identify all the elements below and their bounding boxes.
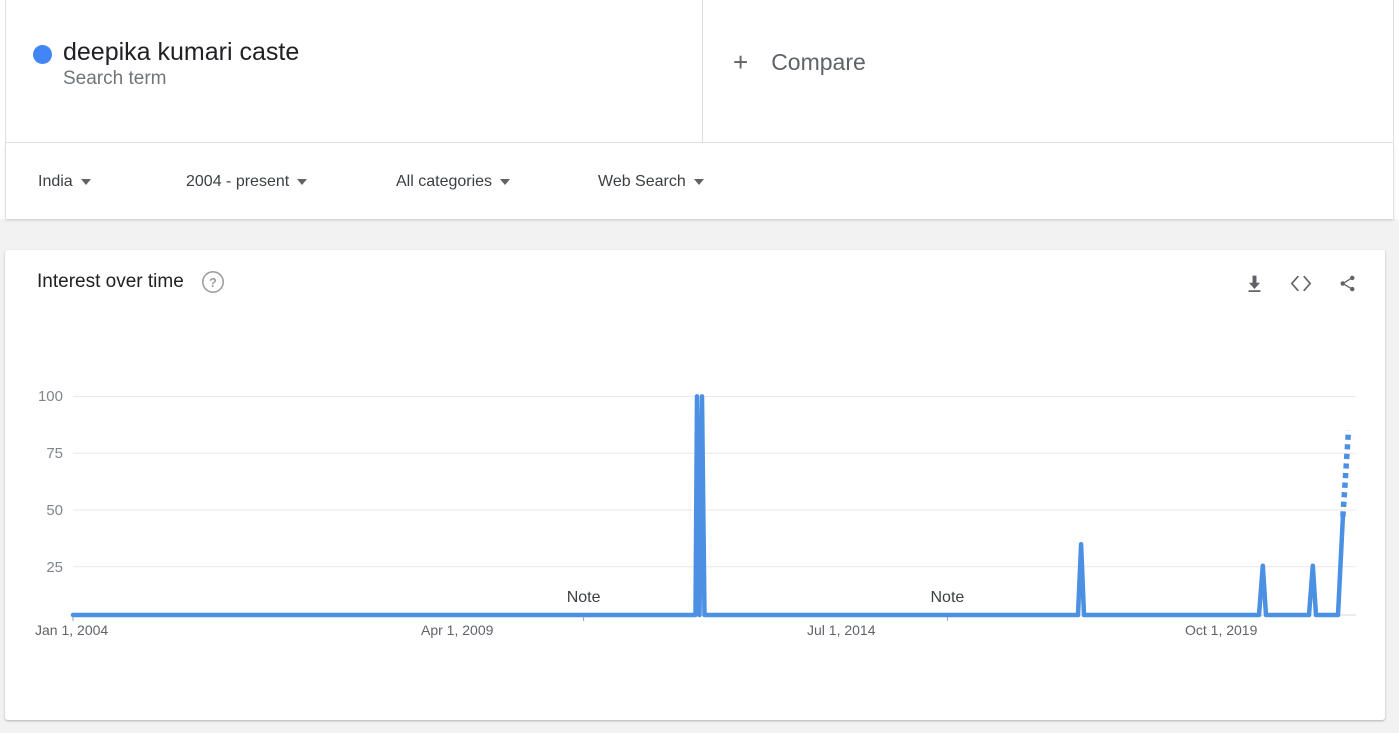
svg-text:?: ? [209,276,217,290]
